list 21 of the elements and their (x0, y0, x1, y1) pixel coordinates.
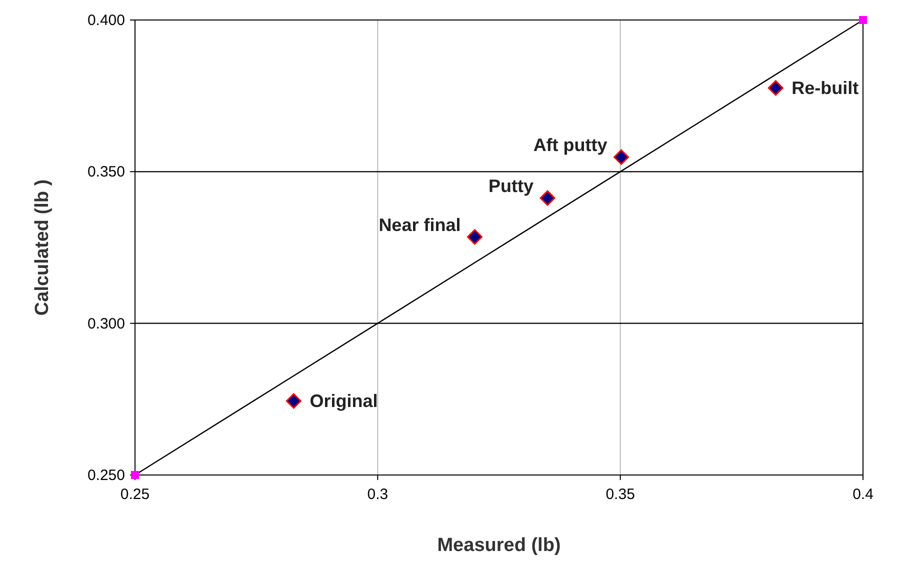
y-tick-label: 0.300 (87, 315, 125, 332)
x-tick-label: 0.3 (367, 486, 388, 503)
point (859, 16, 867, 24)
x-tick-label: 0.4 (852, 486, 874, 503)
x-axis-title: Measured (lb) (437, 535, 561, 556)
x-tick-label: 0.25 (120, 486, 150, 503)
annotation: Aft putty (533, 135, 608, 156)
y-axis-title: Calculated (lb ) (32, 179, 53, 316)
point (466, 229, 482, 245)
annotation: Putty (488, 176, 534, 196)
point (286, 393, 302, 409)
y-tick-label: 0.250 (87, 467, 125, 484)
annotation: Original (310, 390, 378, 411)
point (614, 149, 630, 165)
annotation: Near final (378, 214, 461, 235)
y-tick-label: 0.350 (87, 164, 125, 181)
y-tick-label: 0.400 (87, 12, 125, 29)
point (768, 80, 784, 96)
point (540, 190, 556, 206)
x-tick-label: 0.35 (606, 486, 635, 503)
annotation: Re-built (792, 78, 859, 98)
